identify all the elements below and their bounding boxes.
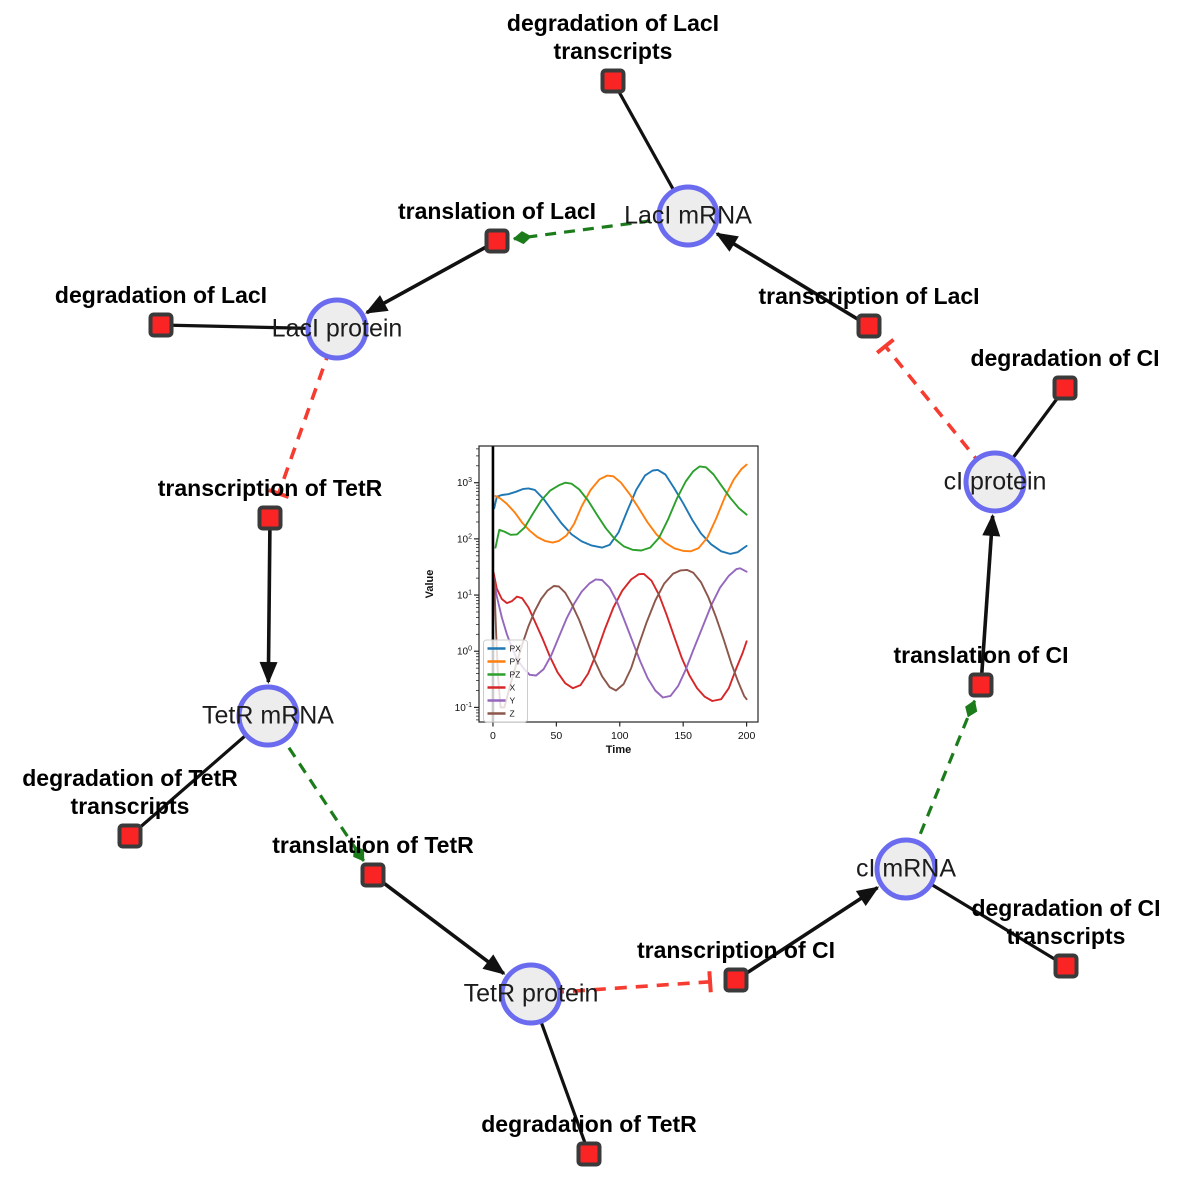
x-tick-label: 150 bbox=[674, 730, 692, 742]
reaction-label-deg-laci-transcripts: degradation of LacI transcripts bbox=[507, 9, 719, 65]
legend-label-Z: Z bbox=[510, 709, 515, 719]
reaction-label-line: translation of LacI bbox=[397, 197, 597, 224]
species-label-tetr-mrna: TetR mRNA bbox=[202, 701, 334, 730]
reaction-label-line: degradation of CI bbox=[970, 344, 1160, 371]
x-axis-label: Time bbox=[606, 744, 631, 756]
species-node-laci-protein bbox=[305, 297, 369, 361]
edge-production-translation-ci-ci-protein bbox=[979, 513, 1001, 686]
x-tick-label: 0 bbox=[490, 730, 496, 742]
reaction-label-line: degradation of TetR bbox=[22, 764, 238, 791]
reaction-node-deg-laci bbox=[148, 312, 174, 338]
reaction-node-deg-laci-transcripts bbox=[600, 68, 626, 94]
reaction-label-line: translation of TetR bbox=[272, 831, 474, 858]
series-line-PZ bbox=[494, 465, 748, 552]
legend-box bbox=[483, 639, 528, 723]
reaction-label-deg-tetr-transcripts: degradation of TetR transcripts bbox=[22, 764, 238, 820]
species-label-tetr-protein: TetR protein bbox=[463, 979, 599, 1008]
reaction-node-deg-tetr-transcripts bbox=[117, 823, 143, 849]
reaction-label-line: transcripts bbox=[70, 792, 190, 819]
reaction-node-transcription-laci bbox=[856, 313, 882, 339]
edge-production-translation-laci-laci-protein bbox=[365, 239, 498, 315]
species-label-ci-mrna: cI mRNA bbox=[856, 854, 956, 883]
reaction-label-line: degradation of LacI bbox=[54, 281, 268, 308]
reaction-label-line: transcripts bbox=[553, 37, 673, 64]
reaction-node-translation-ci bbox=[968, 672, 994, 698]
reaction-label-line: transcription of LacI bbox=[758, 282, 980, 309]
edge-production-translation-tetr-tetr-protein bbox=[371, 873, 506, 975]
edge-production-transcription-ci-ci-mrna bbox=[735, 886, 880, 982]
reaction-node-deg-ci bbox=[1052, 375, 1078, 401]
reaction-label-deg-tetr: degradation of TetR bbox=[481, 1110, 697, 1138]
reaction-label-deg-ci: degradation of CI bbox=[970, 344, 1159, 372]
reaction-label-transcription-tetr: transcription of TetR bbox=[158, 474, 382, 502]
reaction-node-deg-ci-transcripts bbox=[1053, 953, 1079, 979]
legend-label-X: X bbox=[510, 683, 516, 693]
species-node-tetr-protein bbox=[499, 962, 563, 1026]
reaction-label-line: degradation of LacI bbox=[506, 9, 720, 36]
species-node-laci-mrna bbox=[656, 184, 720, 248]
x-tick-label: 200 bbox=[738, 730, 756, 742]
series-line-X bbox=[492, 571, 748, 702]
reaction-label-line: transcripts bbox=[1006, 922, 1126, 949]
reaction-node-translation-laci bbox=[484, 228, 510, 254]
legend-label-PX: PX bbox=[510, 644, 522, 654]
reaction-node-translation-tetr bbox=[360, 862, 386, 888]
plot-box bbox=[478, 445, 759, 723]
reaction-node-transcription-ci bbox=[723, 967, 749, 993]
species-node-ci-protein bbox=[963, 450, 1027, 514]
legend-label-Y: Y bbox=[510, 696, 516, 706]
time-series-chart: 0 50 100 150 20010-1100101102103TimeValuePXP… bbox=[420, 438, 775, 760]
reaction-label-translation-tetr: translation of TetR bbox=[272, 831, 473, 859]
reaction-label-translation-laci: translation of LacI bbox=[398, 197, 596, 225]
reaction-label-deg-ci-transcripts: degradation of CI transcripts bbox=[971, 894, 1160, 950]
reaction-node-transcription-tetr bbox=[257, 505, 283, 531]
reaction-label-line: degradation of TetR bbox=[481, 1110, 697, 1137]
species-node-tetr-mrna bbox=[236, 684, 300, 748]
species-label-ci-protein: cI protein bbox=[943, 467, 1047, 496]
inset-plot: 0 50 100 150 200 10-1 100 101 102 103 Time Value PX P… bbox=[420, 438, 775, 760]
species-label-laci-protein: LacI protein bbox=[271, 314, 403, 343]
reaction-label-deg-laci: degradation of LacI bbox=[55, 281, 267, 309]
y-axis-label: Value bbox=[424, 570, 436, 599]
species-label-laci-mrna: LacI mRNA bbox=[624, 201, 752, 230]
reaction-label-translation-ci: translation of CI bbox=[893, 641, 1068, 669]
reaction-label-line: transcription of CI bbox=[636, 936, 836, 963]
reaction-label-line: degradation of CI bbox=[971, 894, 1161, 921]
legend: PX PY PZ XYZ bbox=[483, 639, 528, 723]
reaction-label-line: transcription of TetR bbox=[157, 474, 383, 501]
x-tick-label: 100 bbox=[611, 730, 629, 742]
reaction-label-line: translation of CI bbox=[893, 641, 1069, 668]
legend-label-PZ: PZ bbox=[510, 670, 521, 680]
edge-production-transcription-tetr-tetr-mrna bbox=[259, 517, 278, 685]
reaction-label-transcription-ci: transcription of CI bbox=[637, 936, 835, 964]
legend-label-PY: PY bbox=[510, 657, 522, 667]
x-tick-label: 50 bbox=[551, 730, 563, 742]
edge-production-transcription-laci-laci-mrna bbox=[715, 232, 870, 328]
reaction-label-transcription-laci: transcription of LacI bbox=[758, 282, 979, 310]
species-node-ci-mrna bbox=[874, 837, 938, 901]
reaction-node-deg-tetr bbox=[576, 1141, 602, 1167]
series-line-PY bbox=[494, 463, 748, 553]
